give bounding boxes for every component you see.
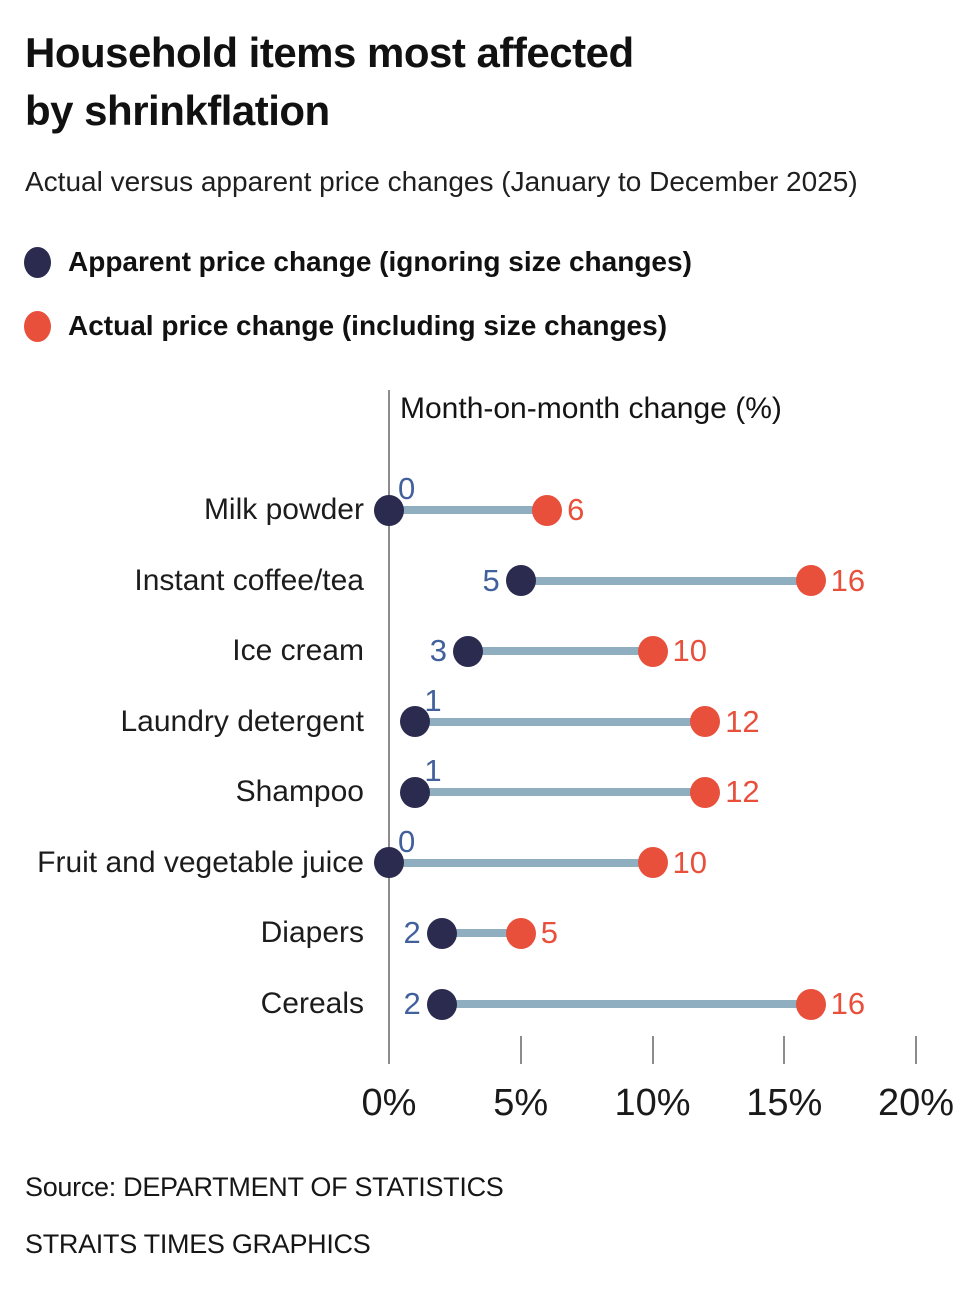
source-text: Source: DEPARTMENT OF STATISTICS [25, 1172, 504, 1202]
x-tick-mark [651, 1036, 654, 1064]
actual-value-label: 10 [672, 633, 707, 669]
category-label: Laundry detergent [120, 704, 364, 738]
apparent-dot [453, 635, 484, 667]
apparent-value-label: 5 [482, 562, 500, 598]
connector-line [468, 647, 653, 656]
legend-item-actual: Actual price change (including size chan… [24, 309, 667, 343]
apparent-dot [426, 917, 457, 949]
apparent-value-label: 1 [424, 753, 442, 789]
actual-dot [690, 706, 721, 738]
legend-label-actual: Actual price change (including size chan… [68, 310, 668, 341]
connector-line [520, 576, 811, 585]
chart-subtitle: Actual versus apparent price changes (Ja… [25, 166, 858, 197]
x-tick-mark [915, 1036, 917, 1064]
actual-value-label: 6 [567, 492, 585, 527]
connector-line [389, 506, 548, 514]
category-label: Cereals [260, 987, 364, 1020]
category-label: Instant coffee/tea [134, 563, 364, 597]
apparent-value-label: 2 [403, 915, 421, 951]
y-axis-line [388, 390, 390, 1064]
connector-line [415, 788, 706, 797]
x-tick-label: 0% [361, 1082, 417, 1124]
category-label: Fruit and vegetable juice [37, 845, 364, 879]
actual-dot [637, 635, 668, 667]
apparent-value-label: 0 [398, 823, 416, 859]
actual-legend-dot-icon [24, 310, 51, 342]
apparent-dot [426, 988, 457, 1020]
legend-label-apparent: Apparent price change (ignoring size cha… [68, 246, 692, 277]
connector-line [441, 1000, 811, 1008]
actual-dot [532, 494, 563, 526]
page-title-line1: Household items most affected [25, 29, 634, 76]
category-label: Shampoo [235, 775, 364, 809]
actual-dot [795, 988, 826, 1020]
apparent-dot [374, 494, 404, 526]
category-label: Ice cream [232, 634, 364, 668]
page-title-line2: by shrinkflation [25, 87, 330, 134]
apparent-value-label: 3 [429, 633, 448, 669]
actual-dot [505, 917, 536, 949]
x-tick-label: 15% [746, 1082, 823, 1124]
x-tick-mark [519, 1036, 522, 1064]
category-label: Milk powder [203, 493, 364, 526]
legend-item-apparent: Apparent price change (ignoring size cha… [24, 245, 692, 279]
actual-value-label: 5 [540, 915, 558, 951]
connector-line [415, 717, 706, 726]
apparent-value-label: 1 [424, 682, 442, 718]
actual-dot [690, 776, 721, 808]
actual-value-label: 10 [672, 844, 707, 880]
connector-line [389, 858, 653, 867]
credit-text: STRAITS TIMES GRAPHICS [25, 1229, 371, 1259]
apparent-dot [400, 776, 431, 808]
x-tick-label: 10% [614, 1082, 691, 1124]
x-tick-mark [783, 1036, 786, 1064]
apparent-value-label: 0 [398, 471, 416, 506]
connector-line [441, 929, 521, 938]
axis-title: Month-on-month change (%) [400, 392, 782, 425]
category-label: Diapers [260, 916, 364, 950]
page-title: Household items most affected by shrinkf… [25, 24, 785, 140]
actual-dot [795, 565, 826, 597]
apparent-dot [505, 565, 536, 597]
apparent-dot [374, 847, 404, 879]
actual-value-label: 16 [830, 562, 866, 598]
actual-dot [637, 847, 668, 879]
actual-value-label: 16 [830, 986, 866, 1021]
actual-value-label: 12 [725, 703, 760, 739]
actual-value-label: 12 [725, 774, 760, 810]
apparent-value-label: 2 [403, 986, 421, 1021]
apparent-dot [400, 706, 431, 738]
apparent-legend-dot-icon [24, 246, 51, 278]
x-tick-label: 5% [493, 1082, 549, 1124]
x-tick-label: 20% [877, 1082, 955, 1124]
